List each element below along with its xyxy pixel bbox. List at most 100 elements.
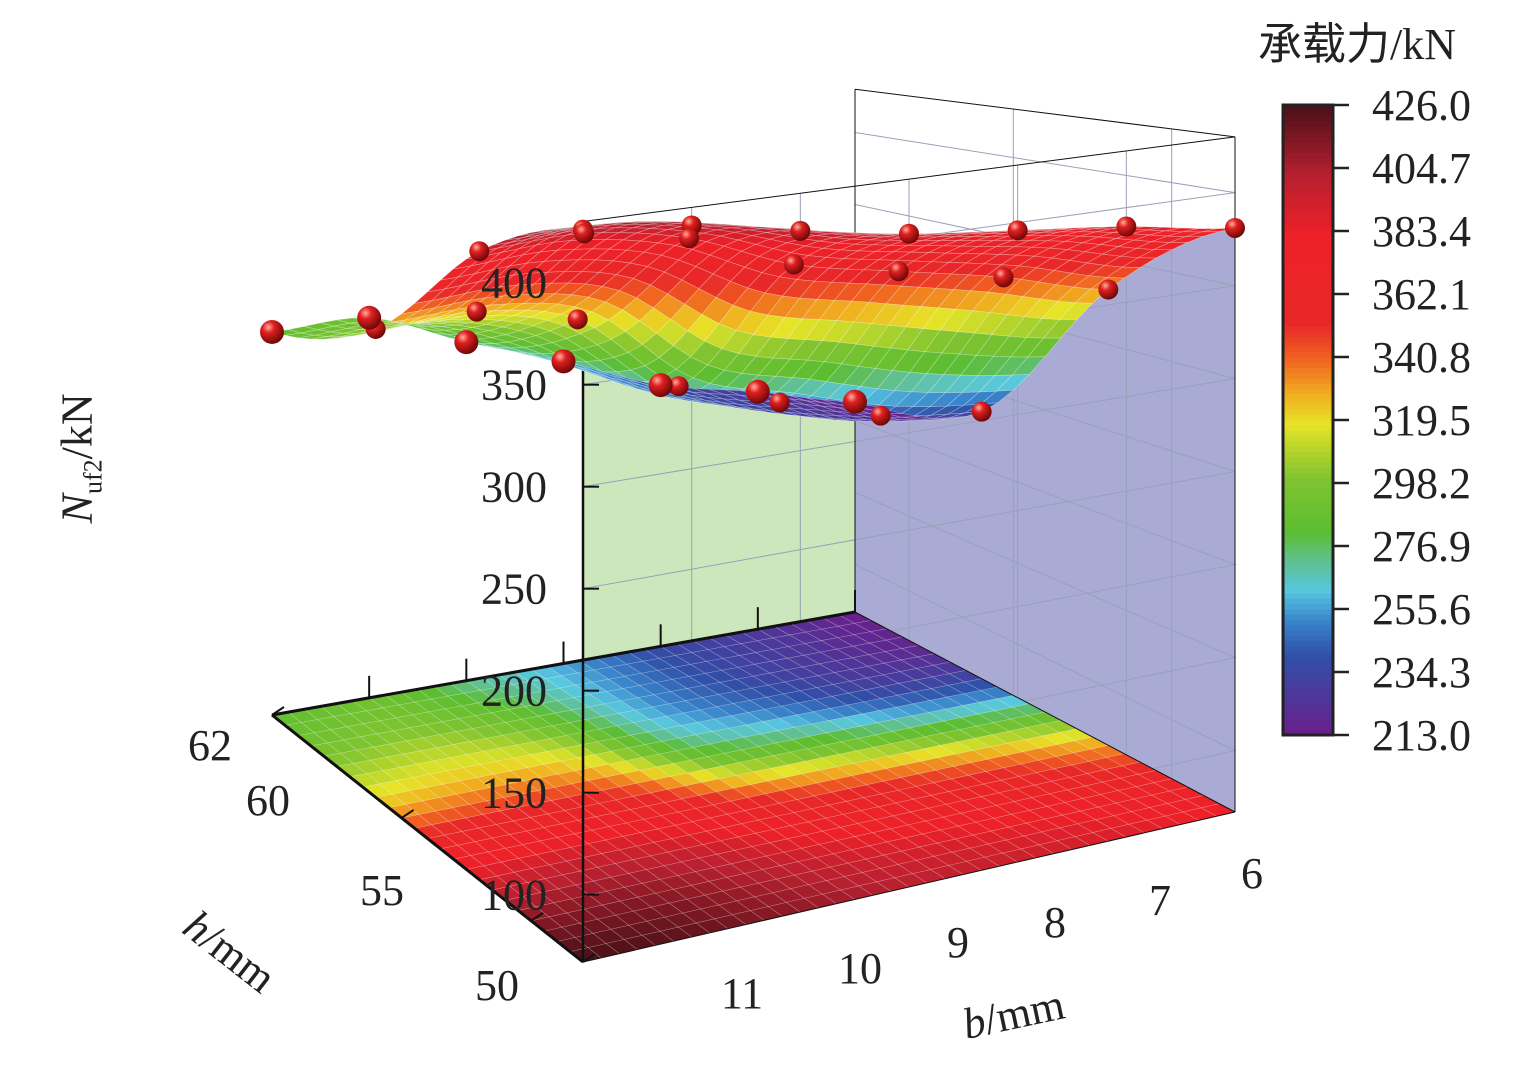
colorbar-segment bbox=[1283, 115, 1333, 122]
colorbar-segment bbox=[1283, 598, 1333, 605]
colorbar-tick-label: 404.7 bbox=[1372, 144, 1471, 193]
colorbar-segment bbox=[1283, 719, 1333, 726]
h-tick bbox=[530, 912, 544, 922]
colorbar-segment bbox=[1283, 220, 1333, 227]
colorbar-segment bbox=[1283, 708, 1333, 715]
data-point bbox=[843, 389, 867, 414]
colorbar-segment bbox=[1283, 603, 1333, 610]
surface-cell bbox=[995, 374, 1031, 392]
colorbar-segment bbox=[1283, 577, 1333, 584]
colorbar: 426.0 404.7 383.4 362.1 340.8 319.5 298.2 276.9… bbox=[1281, 81, 1471, 760]
colorbar-segment bbox=[1283, 131, 1333, 138]
colorbar-segment bbox=[1283, 404, 1333, 411]
b-tick-label: 6 bbox=[1241, 849, 1263, 898]
colorbar-segment bbox=[1283, 514, 1333, 521]
colorbar-tick-label: 298.2 bbox=[1372, 459, 1471, 508]
colorbar-segment bbox=[1283, 378, 1333, 384]
colorbar-segment bbox=[1283, 246, 1333, 253]
colorbar-segment bbox=[1283, 393, 1333, 400]
colorbar-segment bbox=[1283, 241, 1333, 248]
colorbar-segment bbox=[1283, 609, 1333, 615]
colorbar-tick-label: 276.9 bbox=[1372, 522, 1471, 571]
colorbar-tick-label: 213.0 bbox=[1372, 711, 1471, 760]
data-point bbox=[888, 261, 909, 282]
data-point bbox=[567, 309, 588, 330]
data-point bbox=[1007, 220, 1028, 241]
data-point bbox=[260, 319, 284, 344]
colorbar-tick-label: 234.3 bbox=[1372, 648, 1471, 697]
surface-cell bbox=[1027, 337, 1062, 358]
data-point bbox=[668, 376, 689, 397]
colorbar-segment bbox=[1283, 477, 1333, 484]
colorbar-segment bbox=[1283, 724, 1333, 731]
colorbar-segment bbox=[1283, 472, 1333, 479]
b-tick-label: 8 bbox=[1044, 898, 1066, 947]
colorbar-segment bbox=[1283, 456, 1333, 463]
colorbar-segment bbox=[1283, 540, 1333, 547]
z-axis-title: Nuf2/kN bbox=[52, 393, 108, 524]
colorbar-segment bbox=[1283, 257, 1333, 264]
colorbar-segment bbox=[1283, 210, 1333, 216]
colorbar-segment bbox=[1283, 147, 1333, 153]
colorbar-segment bbox=[1283, 672, 1333, 678]
colorbar-segment bbox=[1283, 561, 1333, 568]
colorbar-segment bbox=[1283, 530, 1333, 537]
colorbar-segment bbox=[1283, 262, 1333, 269]
colorbar-segment bbox=[1283, 383, 1333, 390]
z-tick-label: 300 bbox=[481, 463, 547, 512]
data-point bbox=[1116, 216, 1137, 237]
b-tick-label: 7 bbox=[1149, 876, 1171, 925]
data-point bbox=[648, 373, 673, 398]
colorbar-segment bbox=[1283, 283, 1333, 290]
box-edge bbox=[582, 811, 1236, 963]
data-point bbox=[1225, 217, 1245, 238]
colorbar-segment bbox=[1283, 336, 1333, 342]
colorbar-segment bbox=[1283, 430, 1333, 437]
colorbar-segment bbox=[1283, 661, 1333, 668]
data-point bbox=[993, 267, 1014, 288]
colorbar-segment bbox=[1283, 225, 1333, 232]
colorbar-segment bbox=[1283, 582, 1333, 589]
data-point bbox=[899, 223, 919, 244]
surface-cell bbox=[1058, 302, 1094, 321]
colorbar-segment bbox=[1283, 703, 1333, 710]
colorbar-title: 承载力/kN bbox=[1258, 20, 1456, 69]
colorbar-segment bbox=[1283, 425, 1333, 432]
colorbar-segment bbox=[1283, 525, 1333, 531]
data-point bbox=[745, 379, 770, 404]
colorbar-segment bbox=[1283, 483, 1333, 489]
colorbar-segment bbox=[1283, 199, 1333, 206]
box-edge bbox=[854, 88, 1236, 138]
colorbar-segment bbox=[1283, 304, 1333, 311]
colorbar-segment bbox=[1283, 136, 1333, 143]
colorbar-segment bbox=[1283, 414, 1333, 421]
z-tick-label: 400 bbox=[481, 259, 547, 308]
data-point bbox=[551, 349, 576, 374]
colorbar-segment bbox=[1283, 168, 1333, 174]
colorbar-segment bbox=[1283, 556, 1333, 563]
colorbar-segment bbox=[1283, 341, 1333, 348]
box-edge bbox=[582, 136, 1236, 222]
colorbar-segment bbox=[1283, 120, 1333, 127]
colorbar-segment bbox=[1283, 110, 1333, 117]
colorbar-segment bbox=[1283, 367, 1333, 374]
h-tick-label: 60 bbox=[246, 776, 290, 825]
colorbar-segment bbox=[1283, 687, 1333, 694]
colorbar-segment bbox=[1283, 693, 1333, 699]
z-tick-label: 250 bbox=[481, 565, 547, 614]
colorbar-tick-label: 255.6 bbox=[1372, 585, 1471, 634]
colorbar-segment bbox=[1283, 666, 1333, 673]
z-tick-label: 200 bbox=[481, 667, 547, 716]
h-tick bbox=[582, 953, 596, 963]
surface-cell bbox=[886, 413, 919, 418]
data-point bbox=[454, 330, 479, 355]
colorbar-segment bbox=[1283, 105, 1333, 111]
colorbar-segment bbox=[1283, 614, 1333, 621]
colorbar-segment bbox=[1283, 441, 1333, 447]
colorbar-segment bbox=[1283, 194, 1333, 201]
colorbar-segment bbox=[1283, 488, 1333, 495]
h-tick bbox=[271, 706, 285, 716]
colorbar-segment bbox=[1283, 677, 1333, 684]
tick-labels: 100 150 200 250 300 350 400 50 55 60 62 11 10 9 8 7 6 bbox=[188, 259, 1263, 1018]
